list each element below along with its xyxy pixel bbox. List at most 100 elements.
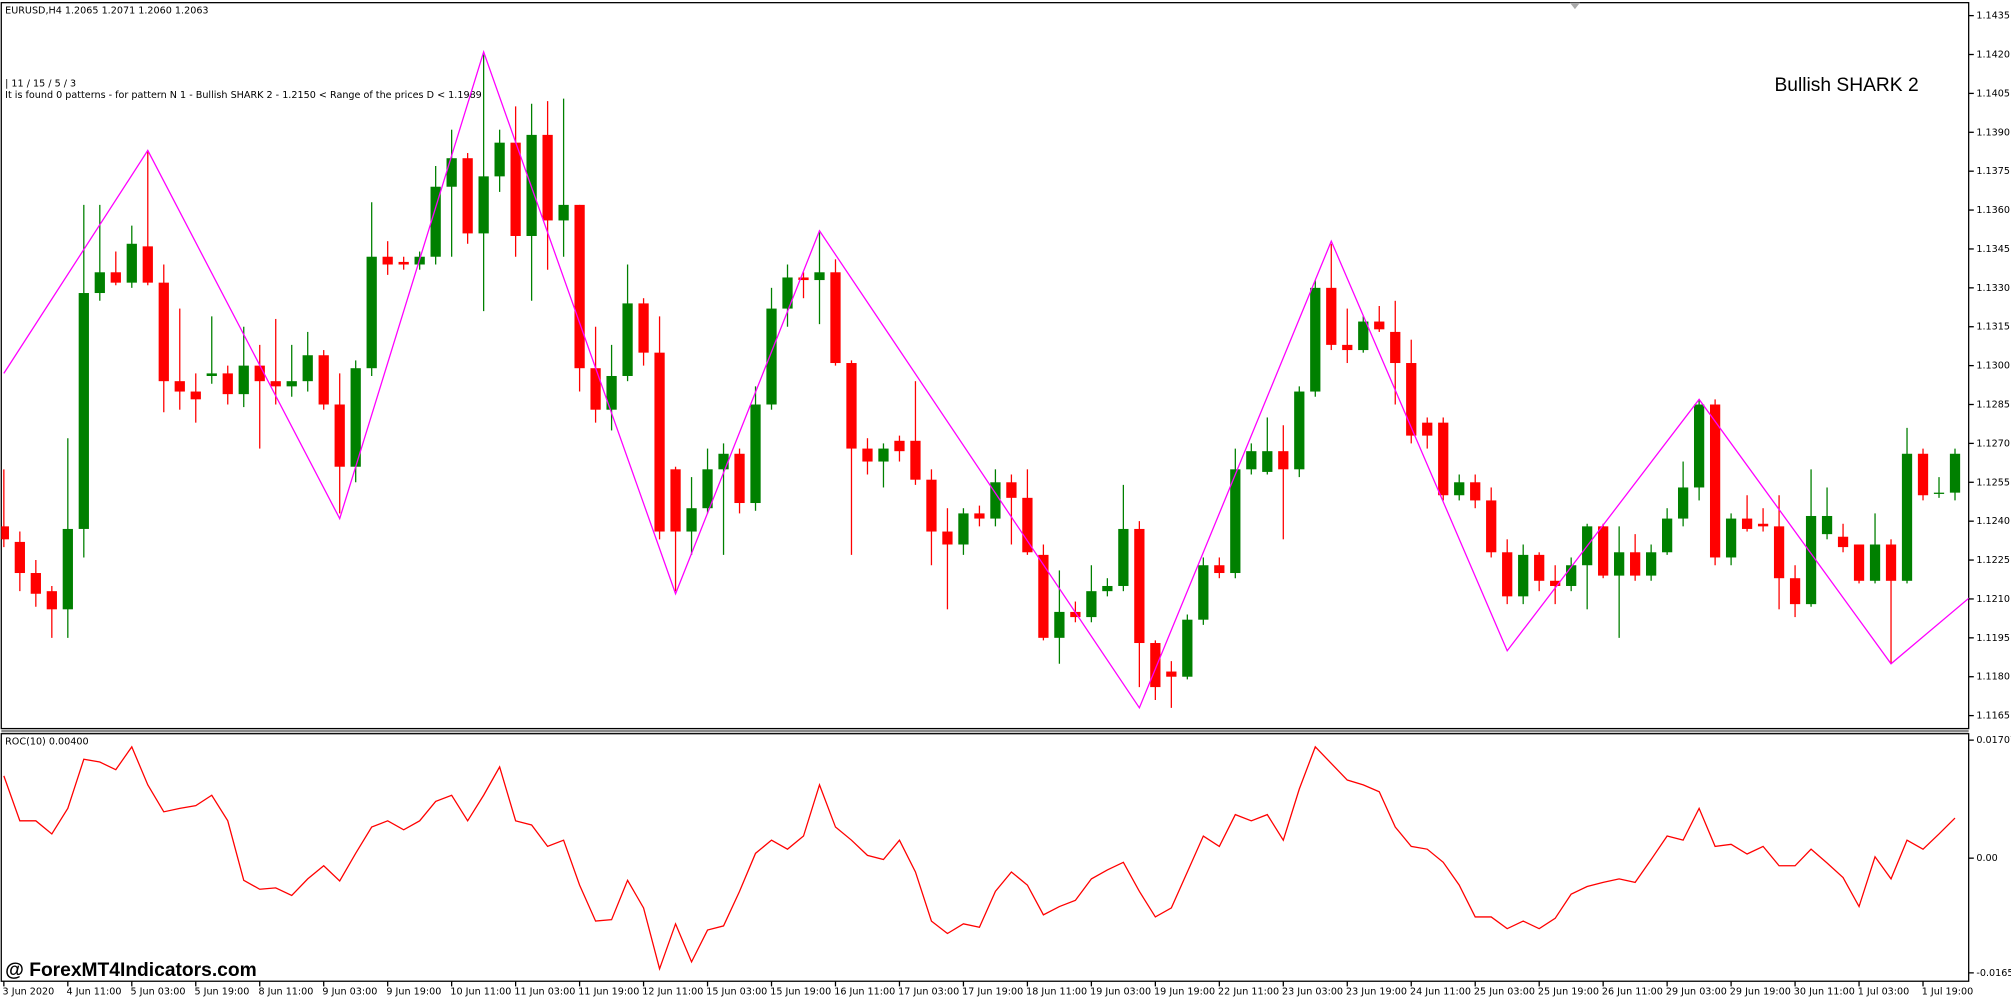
candle-body [286,381,297,387]
candle-body [158,282,169,382]
candle-body [1614,552,1625,576]
candle-body [1901,453,1913,581]
x-tick-label: 16 Jun 11:00 [834,986,895,997]
y-tick-label: 1.1390 [1976,127,2010,138]
indicator [3,745,1956,971]
candle-body [926,479,937,532]
annotation: | 11 / 15 / 5 / 3 [5,78,76,89]
x-tick-label: 18 Jun 11:00 [1026,986,1087,997]
candles [1,49,1969,710]
candle-body [430,186,441,257]
candle-body [1438,422,1449,496]
x-tick-label: 5 Jun 03:00 [131,986,186,997]
y-tick-label: 1.1345 [1976,244,2010,255]
candle-body [1006,482,1017,498]
candle-body [910,440,921,480]
x-tick-label: 24 Jun 11:00 [1410,986,1471,997]
x-tick-label: 9 Jun 03:00 [322,986,377,997]
candle-body [638,303,649,353]
candle-body [1646,552,1657,576]
candle-body [990,482,1001,519]
x-tick-label: 8 Jun 11:00 [258,986,313,997]
candle-body [1693,404,1705,488]
candle-body [1246,451,1257,470]
x-tick-label: 15 Jun 03:00 [706,986,767,997]
candle-body [142,246,153,283]
candle-body [62,528,73,610]
candle-body [1933,492,1945,494]
candle-body [366,256,377,369]
y-tick-label: 1.1375 [1976,166,2010,177]
candle-body [1677,487,1689,519]
x-tick-label: 4 Jun 11:00 [67,986,122,997]
candle-body [894,440,905,452]
candle-body [270,381,281,387]
x-tick-label: 1 Jul 03:00 [1858,986,1910,997]
y-tick-label: 0.00 [1976,853,1997,864]
candle-body [462,158,473,234]
candle-body [1518,554,1529,597]
chart-title: EURUSD,H4 1.2065 1.2071 1.2060 1.2063 [5,5,208,16]
candle-body [1310,287,1321,392]
candle-body [302,355,313,382]
candle-body [1118,528,1129,586]
candle-body [606,375,617,410]
y-tick-label: 1.1255 [1976,477,2010,488]
candle-body [734,453,745,504]
candle-body [1022,497,1033,553]
candle-body [526,134,537,236]
candle-body [318,355,329,405]
candle-body [1534,554,1545,581]
candle-body [622,303,633,376]
x-tick-label: 12 Jun 11:00 [642,986,703,997]
candle-body [1598,526,1609,576]
candle-body [1230,469,1241,574]
candle-body [878,448,889,462]
candle-body [558,204,569,221]
candle-body [206,373,217,376]
candle-body [590,368,601,410]
candle-body [718,453,729,470]
candle-body [446,158,457,187]
x-tick-label: 29 Jun 19:00 [1730,986,1791,997]
candle-body [782,277,793,309]
y-tick-label: 1.1285 [1976,400,2010,411]
candle-body [1358,321,1369,351]
candle-body [1086,591,1097,618]
candle-body [1342,344,1353,351]
x-tick-label: 23 Jun 03:00 [1282,986,1343,997]
candle-body [1725,518,1737,558]
candle-body [1166,671,1177,677]
candle-body [398,261,409,265]
candle-body [1422,422,1433,436]
candle-body [702,469,713,509]
candle-body [1102,585,1113,592]
candle-body [1470,482,1481,501]
candle-body [1837,536,1849,548]
x-tick-label: 25 Jun 03:00 [1474,986,1535,997]
candle-body [254,365,265,382]
candle-body [1150,643,1161,688]
candle-body [1454,482,1465,496]
candle-body [1789,578,1801,605]
candle-body [110,272,121,283]
x-tick-label: 5 Jun 19:00 [194,986,249,997]
x-tick-label: 19 Jun 19:00 [1154,986,1215,997]
y-tick-label: 1.1165 [1976,711,2010,722]
candle-body [670,469,681,532]
candle-body [1949,453,1961,493]
candle-body [14,541,25,574]
candle-body [1821,515,1833,535]
candle-body [798,277,809,281]
candle-body [1486,500,1497,553]
candle-body [350,368,361,467]
candle-body [126,243,137,283]
sub-frame [0,733,1970,982]
candle-body [1709,404,1721,558]
candle-body [1869,544,1881,581]
x-tick-label: 29 Jun 03:00 [1666,986,1727,997]
candle-body [1853,544,1865,581]
candle-body [542,134,553,221]
x-tick-label: 30 Jun 11:00 [1794,986,1855,997]
